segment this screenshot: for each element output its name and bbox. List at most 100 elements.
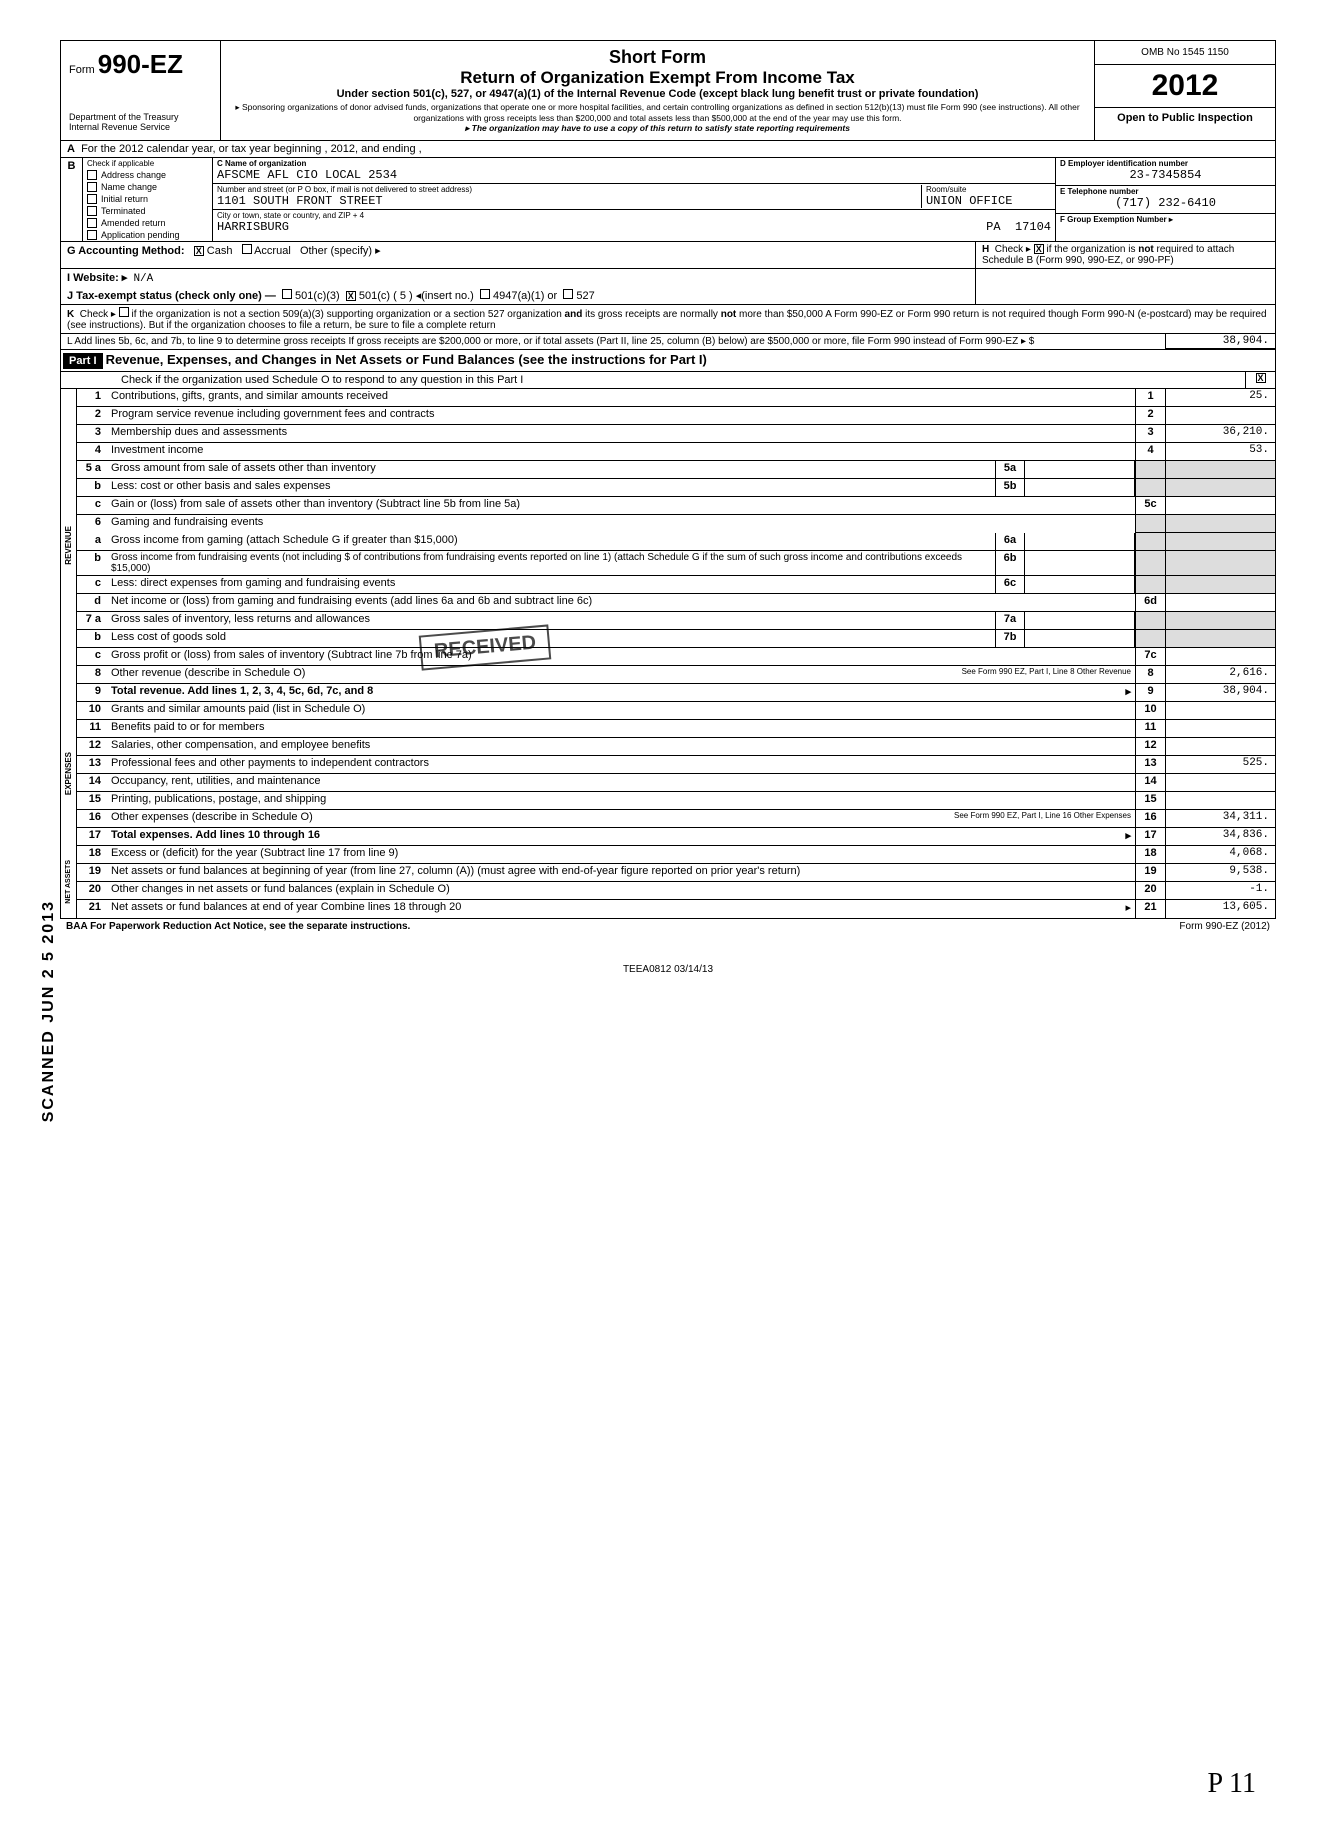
l8-note: See Form 990 EZ, Part I, Line 8 Other Re… [962,667,1131,676]
line-k: K Check ▸ if the organization is not a s… [61,305,1275,334]
chk-527[interactable] [563,289,573,299]
l6d-box: 6d [1135,594,1165,611]
part1-check-text: Check if the organization used Schedule … [61,372,1245,388]
l3-num: 3 [77,425,107,442]
lbl-other-method: Other (specify) ▸ [300,245,381,257]
l20-box: 20 [1135,882,1165,899]
zip: 17104 [1015,220,1051,234]
l6b-num: b [77,551,107,575]
check-applicable-label: Check if applicable [83,158,212,169]
chk-line-k[interactable] [119,307,129,317]
l13-box: 13 [1135,756,1165,773]
room-suite: UNION OFFICE [926,194,1051,208]
l1-text: Contributions, gifts, grants, and simila… [107,389,1135,406]
scanned-stamp: SCANNED JUN 2 5 2013 [40,900,58,1122]
l12-box: 12 [1135,738,1165,755]
chk-schedule-o[interactable] [1256,373,1266,383]
l18-amt: 4,068. [1165,846,1275,863]
l7c-num: c [77,648,107,665]
l14-text: Occupancy, rent, utilities, and maintena… [107,774,1135,791]
chk-name-change[interactable] [87,182,97,192]
l6c-num: c [77,576,107,593]
chk-cash[interactable] [194,246,204,256]
footer-code: TEEA0812 03/14/13 [60,964,1276,975]
subtitle: Under section 501(c), 527, or 4947(a)(1)… [227,88,1088,100]
l3-box: 3 [1135,425,1165,442]
l5c-text: Gain or (loss) from sale of assets other… [107,497,1135,514]
part1-check-row: Check if the organization used Schedule … [61,372,1275,389]
l15-box: 15 [1135,792,1165,809]
line-l: L Add lines 5b, 6c, and 7b, to line 9 to… [61,334,1275,350]
l6d-num: d [77,594,107,611]
l14-num: 14 [77,774,107,791]
chk-accrual[interactable] [242,244,252,254]
handwritten-page: P 11 [1208,1768,1257,1800]
l17-amt: 34,836. [1165,828,1275,845]
header-note1: ▸ Sponsoring organizations of donor advi… [227,102,1088,123]
footer-right: Form 990-EZ (2012) [1179,921,1270,932]
l5a-text: Gross amount from sale of assets other t… [107,461,995,478]
section-def: D Employer identification number 23-7345… [1055,158,1275,241]
l9-text: Total revenue. Add lines 1, 2, 3, 4, 5c,… [111,685,373,697]
l5b-box: 5b [995,479,1025,496]
revenue-section: REVENUE 1Contributions, gifts, grants, a… [61,389,1275,702]
line-a-text: For the 2012 calendar year, or tax year … [81,143,422,155]
l6a-num: a [77,533,107,550]
city-label: City or town, state or country, and ZIP … [217,211,1051,220]
l1-box: 1 [1135,389,1165,406]
revenue-side-label: REVENUE [63,522,74,569]
l7c-text: Gross profit or (loss) from sales of inv… [107,648,1135,665]
ein-label: D Employer identification number [1060,159,1271,168]
l11-num: 11 [77,720,107,737]
l21-text: Net assets or fund balances at end of ye… [111,901,461,913]
part1-header-row: Part I Revenue, Expenses, and Changes in… [61,350,1275,372]
line-g-h: G Accounting Method: Cash Accrual Other … [61,242,1275,269]
l19-box: 19 [1135,864,1165,881]
lbl-cash: Cash [207,245,233,257]
l10-num: 10 [77,702,107,719]
l5b-text: Less: cost or other basis and sales expe… [107,479,995,496]
chk-501c[interactable] [346,291,356,301]
l16-box: 16 [1135,810,1165,827]
lbl-4947: 4947(a)(1) or [493,290,557,302]
form-prefix: Form [69,64,95,76]
chk-4947[interactable] [480,289,490,299]
form-footer: BAA For Paperwork Reduction Act Notice, … [60,919,1276,934]
section-b-checkboxes: Check if applicable Address change Name … [83,158,213,241]
l21-num: 21 [77,900,107,918]
chk-terminated[interactable] [87,206,97,216]
city: HARRISBURG [217,220,289,234]
l18-num: 18 [77,846,107,863]
l2-num: 2 [77,407,107,424]
chk-address-change[interactable] [87,170,97,180]
l19-text: Net assets or fund balances at beginning… [107,864,1135,881]
l11-box: 11 [1135,720,1165,737]
l6b-text: Gross income from fundraising events (no… [107,551,995,575]
l5c-num: c [77,497,107,514]
website-label: I Website: ▸ [67,272,127,284]
form-header: Form 990-EZ Department of the Treasury I… [61,41,1275,141]
chk-amended[interactable] [87,218,97,228]
l5a-box: 5a [995,461,1025,478]
chk-501c3[interactable] [282,289,292,299]
lbl-terminated: Terminated [101,206,146,216]
l6a-text: Gross income from gaming (attach Schedul… [107,533,995,550]
l1-num: 1 [77,389,107,406]
l20-text: Other changes in net assets or fund bala… [107,882,1135,899]
line-j: J Tax-exempt status (check only one) — 5… [61,287,1275,305]
l6c-box: 6c [995,576,1025,593]
line-l-text: L Add lines 5b, 6c, and 7b, to line 9 to… [67,336,1034,347]
chk-pending[interactable] [87,230,97,240]
l18-box: 18 [1135,846,1165,863]
l5b-num: b [77,479,107,496]
l16-num: 16 [77,810,107,827]
l6c-text: Less: direct expenses from gaming and fu… [107,576,995,593]
l8-text: Other revenue (describe in Schedule O) [111,667,305,679]
l7b-text: Less cost of goods sold [107,630,995,647]
chk-schedule-b[interactable] [1034,244,1044,254]
l6-num: 6 [77,515,107,533]
part1-badge: Part I [63,353,103,369]
l21-box: 21 [1135,900,1165,918]
phone-value: (717) 232-6410 [1060,196,1271,210]
chk-initial-return[interactable] [87,194,97,204]
